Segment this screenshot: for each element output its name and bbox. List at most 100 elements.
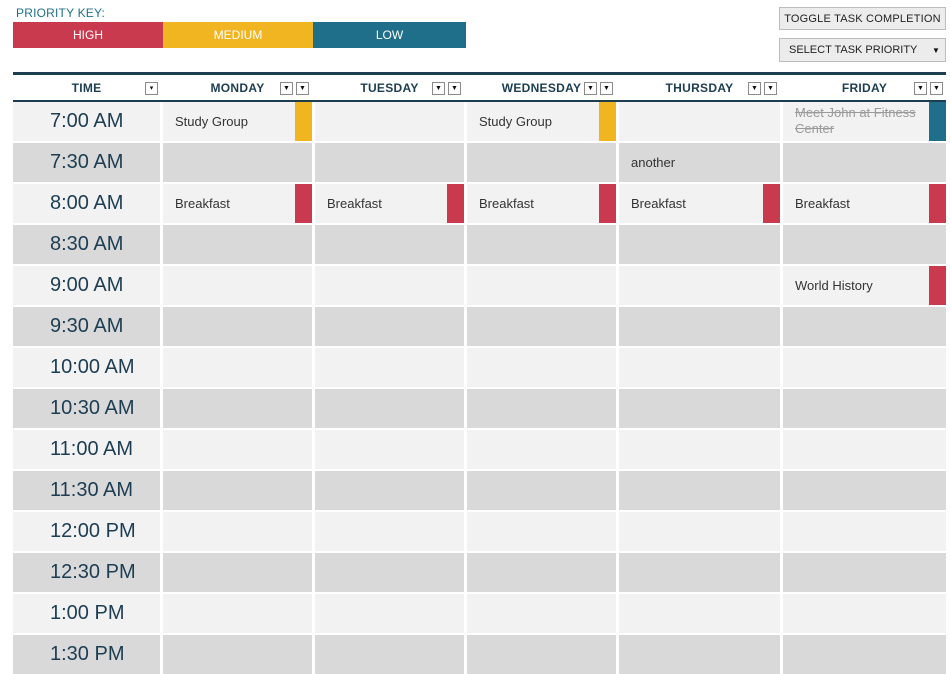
task-cell[interactable]: [467, 430, 616, 469]
column-header-friday: FRIDAY: [783, 75, 946, 100]
task-cell[interactable]: [619, 225, 780, 264]
task-cell[interactable]: [467, 348, 616, 387]
task-cell[interactable]: [315, 594, 464, 633]
table-row: 8:00 AM Breakfast Breakfast Breakfast Breakf…: [13, 184, 950, 223]
task-cell[interactable]: [163, 225, 312, 264]
task-cell[interactable]: Study Group: [163, 102, 312, 141]
task-cell[interactable]: [315, 143, 464, 182]
sort-filter-icon[interactable]: ▾: [145, 82, 158, 95]
task-cell[interactable]: [783, 594, 946, 633]
column-header-tuesday: TUESDAY: [315, 75, 464, 100]
sort-dropdown-icon[interactable]: ▼: [600, 82, 613, 95]
task-cell[interactable]: another: [619, 143, 780, 182]
task-cell[interactable]: [467, 307, 616, 346]
task-cell[interactable]: [163, 471, 312, 510]
task-cell[interactable]: [467, 266, 616, 305]
task-cell[interactable]: Breakfast: [163, 184, 312, 223]
task-cell[interactable]: [315, 266, 464, 305]
task-cell[interactable]: [619, 102, 780, 141]
task-cell[interactable]: Breakfast: [783, 184, 946, 223]
task-cell[interactable]: [163, 553, 312, 592]
sort-dropdown-icon[interactable]: ▼: [764, 82, 777, 95]
task-cell[interactable]: [467, 594, 616, 633]
task-cell[interactable]: [163, 430, 312, 469]
task-cell[interactable]: [619, 635, 780, 674]
task-cell[interactable]: [315, 512, 464, 551]
task-cell[interactable]: [783, 143, 946, 182]
sort-dropdown-icon[interactable]: ▼: [296, 82, 309, 95]
task-cell[interactable]: [783, 512, 946, 551]
task-cell[interactable]: [467, 512, 616, 551]
task-cell[interactable]: [619, 553, 780, 592]
task-cell[interactable]: [315, 102, 464, 141]
task-cell[interactable]: [163, 512, 312, 551]
task-cell[interactable]: [467, 635, 616, 674]
filter-dropdown-icon[interactable]: ▼: [748, 82, 761, 95]
task-cell[interactable]: [315, 348, 464, 387]
task-cell[interactable]: [163, 389, 312, 428]
task-cell[interactable]: [619, 389, 780, 428]
task-cell[interactable]: [163, 307, 312, 346]
task-cell[interactable]: [783, 225, 946, 264]
task-cell[interactable]: [163, 635, 312, 674]
table-row: 12:30 PM: [13, 553, 950, 592]
time-cell: 10:30 AM: [13, 389, 160, 428]
task-label: Meet John at Fitness Center: [795, 105, 916, 136]
task-cell[interactable]: [315, 225, 464, 264]
filter-dropdown-icon[interactable]: ▼: [914, 82, 927, 95]
task-cell[interactable]: [163, 266, 312, 305]
task-cell[interactable]: [315, 553, 464, 592]
sort-dropdown-icon[interactable]: ▼: [448, 82, 461, 95]
task-cell[interactable]: [783, 553, 946, 592]
task-cell[interactable]: [619, 266, 780, 305]
task-cell[interactable]: [315, 635, 464, 674]
task-cell[interactable]: [467, 143, 616, 182]
priority-indicator: [929, 184, 946, 223]
task-cell[interactable]: [783, 635, 946, 674]
task-cell[interactable]: Study Group: [467, 102, 616, 141]
task-cell[interactable]: [467, 553, 616, 592]
task-cell[interactable]: [467, 389, 616, 428]
task-cell[interactable]: [163, 143, 312, 182]
task-cell[interactable]: [783, 471, 946, 510]
time-cell: 9:00 AM: [13, 266, 160, 305]
task-cell[interactable]: [783, 430, 946, 469]
task-label: Breakfast: [631, 196, 686, 211]
task-cell[interactable]: [619, 348, 780, 387]
filter-dropdown-icon[interactable]: ▼: [280, 82, 293, 95]
task-cell[interactable]: Meet John at Fitness Center: [783, 102, 946, 141]
task-cell[interactable]: Breakfast: [467, 184, 616, 223]
task-cell[interactable]: [163, 348, 312, 387]
sort-dropdown-icon[interactable]: ▼: [930, 82, 943, 95]
priority-indicator: [295, 184, 312, 223]
task-cell[interactable]: Breakfast: [315, 184, 464, 223]
task-cell[interactable]: [315, 389, 464, 428]
priority-indicator: [599, 184, 616, 223]
toggle-task-completion-button[interactable]: TOGGLE TASK COMPLETION: [779, 7, 946, 30]
column-header-label: MONDAY: [210, 80, 265, 95]
task-cell[interactable]: [619, 307, 780, 346]
select-task-priority-dropdown[interactable]: SELECT TASK PRIORITY ▼: [779, 38, 946, 62]
task-cell[interactable]: [619, 512, 780, 551]
task-cell[interactable]: World History: [783, 266, 946, 305]
time-cell: 7:00 AM: [13, 102, 160, 141]
task-cell[interactable]: [619, 471, 780, 510]
task-cell[interactable]: [315, 471, 464, 510]
task-cell[interactable]: [783, 348, 946, 387]
task-cell[interactable]: [315, 430, 464, 469]
chevron-down-icon[interactable]: ▼: [932, 45, 940, 55]
task-cell[interactable]: [619, 594, 780, 633]
task-label: Breakfast: [175, 196, 230, 211]
task-cell[interactable]: [315, 307, 464, 346]
task-cell[interactable]: [783, 389, 946, 428]
task-cell[interactable]: Breakfast: [619, 184, 780, 223]
task-cell[interactable]: [619, 430, 780, 469]
task-cell[interactable]: [163, 594, 312, 633]
priority-indicator: [929, 266, 946, 305]
filter-dropdown-icon[interactable]: ▼: [584, 82, 597, 95]
task-cell[interactable]: [467, 225, 616, 264]
filter-dropdown-icon[interactable]: ▼: [432, 82, 445, 95]
task-cell[interactable]: [467, 471, 616, 510]
task-cell[interactable]: [783, 307, 946, 346]
time-cell: 9:30 AM: [13, 307, 160, 346]
